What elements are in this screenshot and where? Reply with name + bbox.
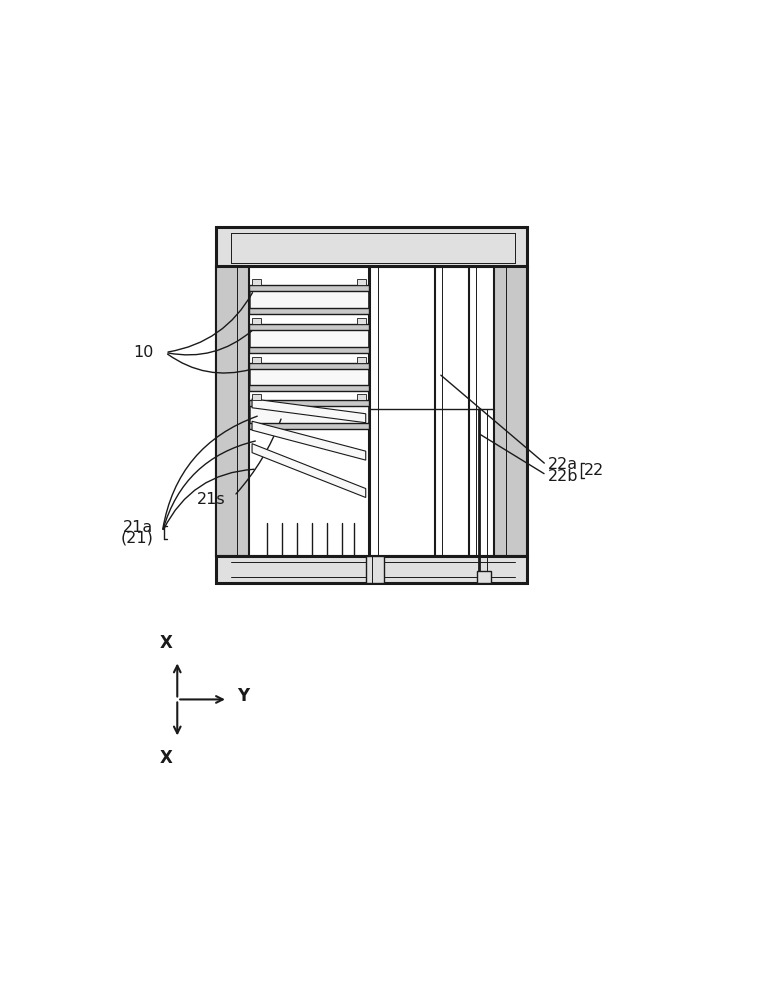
Polygon shape <box>252 444 366 498</box>
Text: X: X <box>160 749 173 767</box>
Text: 22: 22 <box>584 463 604 478</box>
Text: 22b: 22b <box>548 469 579 484</box>
Text: X: X <box>160 634 173 652</box>
Polygon shape <box>216 556 527 583</box>
Polygon shape <box>252 394 261 400</box>
Text: (21): (21) <box>120 530 154 545</box>
Polygon shape <box>249 363 369 369</box>
Polygon shape <box>216 227 527 266</box>
Polygon shape <box>357 318 366 324</box>
Polygon shape <box>250 369 367 385</box>
Text: 22a: 22a <box>548 457 578 472</box>
Polygon shape <box>249 308 369 314</box>
Polygon shape <box>252 279 261 285</box>
Polygon shape <box>252 357 261 363</box>
Polygon shape <box>357 357 366 363</box>
Polygon shape <box>249 285 369 291</box>
Polygon shape <box>216 266 249 556</box>
Polygon shape <box>252 421 366 460</box>
Polygon shape <box>494 266 527 556</box>
Polygon shape <box>477 571 492 583</box>
Polygon shape <box>357 279 366 285</box>
Text: Y: Y <box>237 687 249 705</box>
Polygon shape <box>250 330 367 347</box>
Text: 21s: 21s <box>197 492 225 507</box>
Polygon shape <box>366 556 384 583</box>
Text: 21a: 21a <box>123 520 154 535</box>
Polygon shape <box>250 291 367 308</box>
Polygon shape <box>249 400 369 406</box>
Polygon shape <box>249 324 369 330</box>
Polygon shape <box>250 406 367 423</box>
Polygon shape <box>249 347 369 353</box>
Text: 10: 10 <box>133 345 154 360</box>
Polygon shape <box>249 385 369 391</box>
Polygon shape <box>357 394 366 400</box>
Polygon shape <box>252 399 366 423</box>
Polygon shape <box>249 423 369 429</box>
Polygon shape <box>252 318 261 324</box>
